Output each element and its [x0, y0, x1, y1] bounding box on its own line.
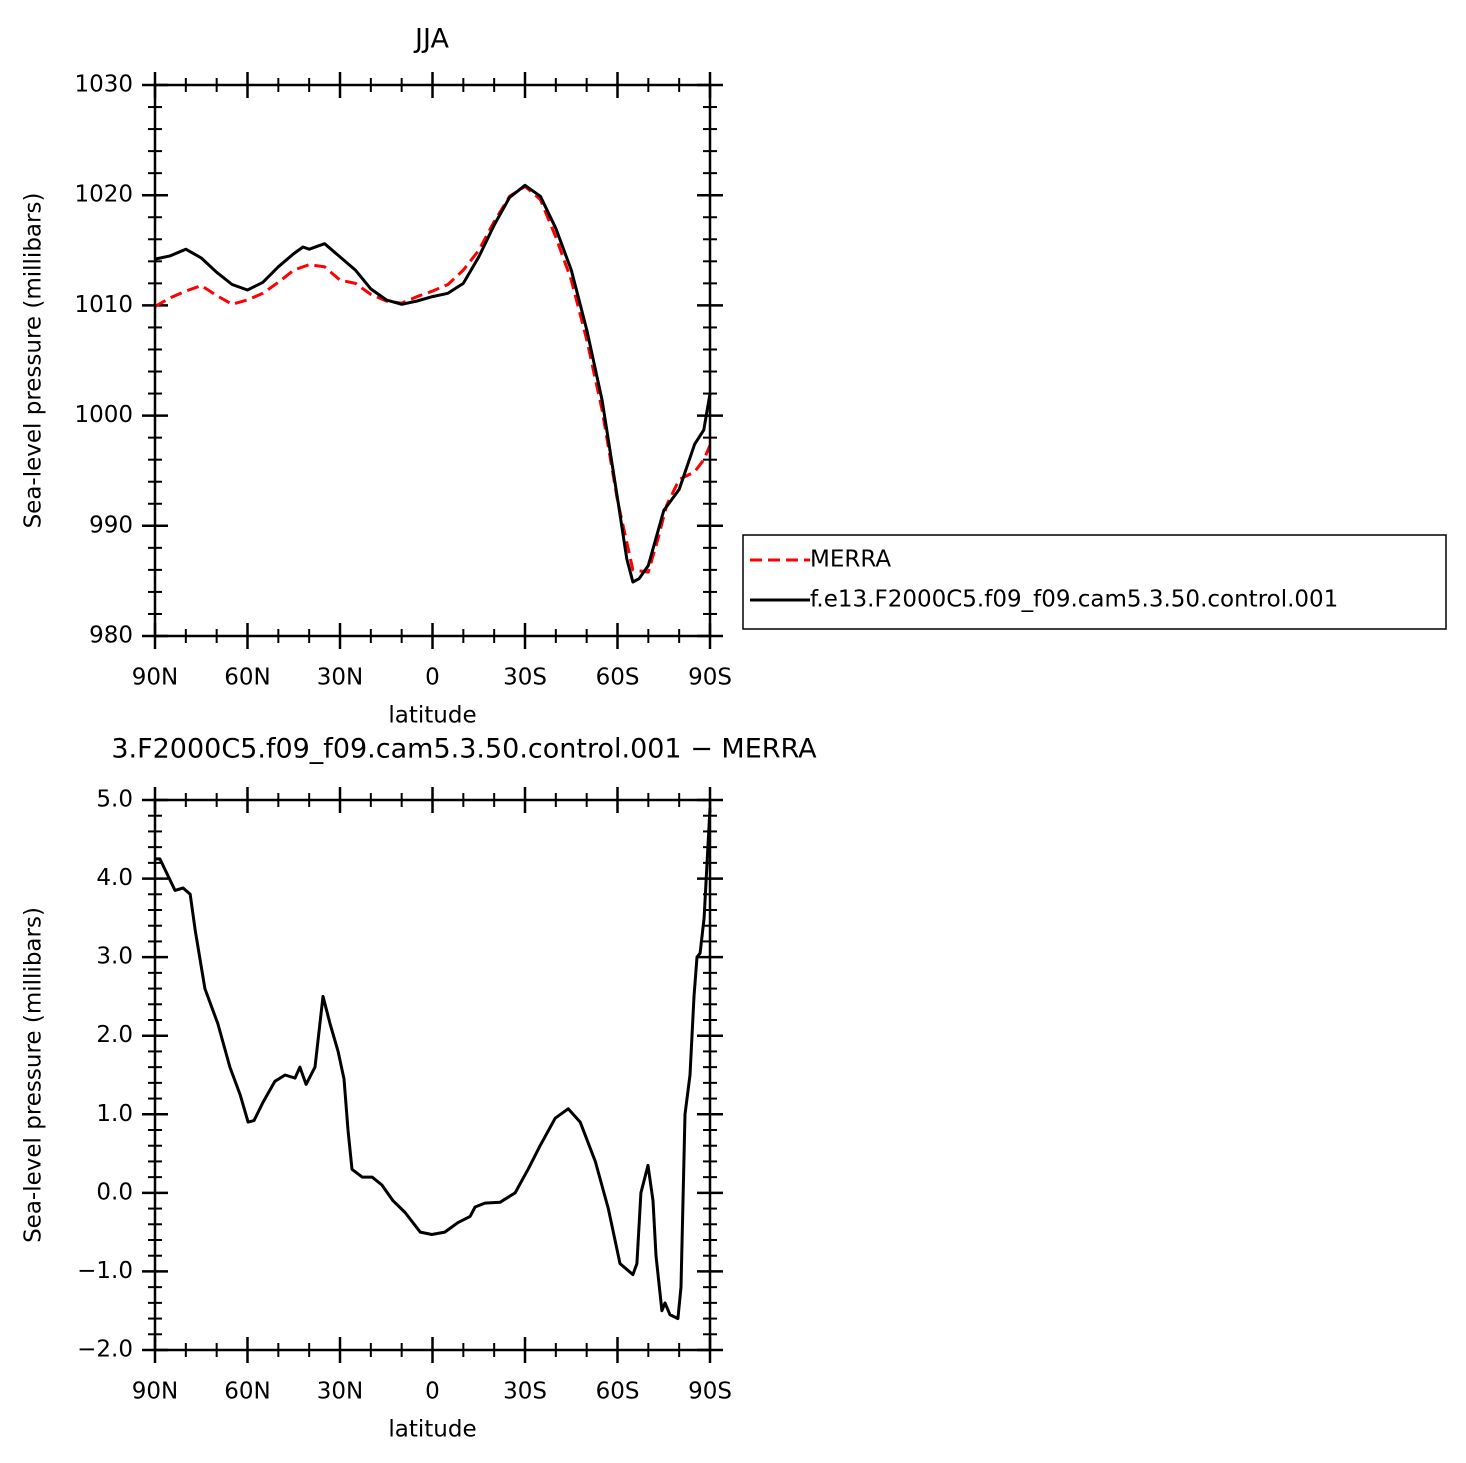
- y-axis-label: Sea-level pressure (millibars): [21, 907, 47, 1243]
- x-tick-label: 90S: [688, 1379, 732, 1405]
- plot-frame: [153, 798, 712, 1352]
- data-line: [154, 184, 712, 574]
- plot-frame: [153, 83, 712, 638]
- x-tick-label: 90N: [132, 1379, 178, 1405]
- x-tick-label: 30S: [503, 665, 547, 691]
- y-tick-label: 0.0: [96, 1179, 133, 1205]
- x-tick-label: 60N: [224, 665, 270, 691]
- x-tick-label: 90S: [688, 665, 732, 691]
- y-axis-label: Sea-level pressure (millibars): [21, 193, 47, 529]
- data-line: [155, 807, 712, 1321]
- x-tick-label: 30S: [503, 1379, 547, 1405]
- y-tick-label: 5.0: [96, 787, 133, 813]
- x-tick-label: 0: [425, 665, 440, 691]
- y-tick-label: 1020: [74, 182, 133, 208]
- y-tick-label: 3.0: [96, 944, 133, 970]
- y-tick-label: 980: [89, 623, 133, 649]
- chart-title: JJA: [413, 24, 449, 55]
- x-tick-label: 60S: [596, 1379, 640, 1405]
- y-tick-label: 2.0: [96, 1022, 133, 1048]
- legend-label: MERRA: [810, 547, 891, 573]
- x-tick-label: 0: [425, 1379, 440, 1405]
- x-tick-label: 60S: [596, 665, 640, 691]
- y-tick-label: −1.0: [77, 1258, 133, 1284]
- x-tick-label: 60N: [224, 1379, 270, 1405]
- x-tick-label: 90N: [132, 665, 178, 691]
- y-tick-label: 1.0: [96, 1101, 133, 1127]
- x-axis-label: latitude: [388, 703, 476, 729]
- x-axis-label: latitude: [388, 1417, 476, 1443]
- y-tick-label: 1030: [74, 72, 133, 98]
- x-tick-label: 30N: [317, 1379, 363, 1405]
- y-tick-label: −2.0: [77, 1337, 133, 1363]
- y-tick-label: 990: [89, 512, 133, 538]
- data-line: [154, 183, 712, 584]
- chart-title: 3.F2000C5.f09_f09.cam5.3.50.control.001 …: [111, 734, 817, 765]
- y-tick-label: 1010: [74, 292, 133, 318]
- legend-box: [742, 534, 1447, 630]
- y-tick-label: 4.0: [96, 865, 133, 891]
- x-tick-label: 30N: [317, 665, 363, 691]
- y-tick-label: 1000: [74, 402, 133, 428]
- legend-label: f.e13.F2000C5.f09_f09.cam5.3.50.control.…: [810, 587, 1338, 613]
